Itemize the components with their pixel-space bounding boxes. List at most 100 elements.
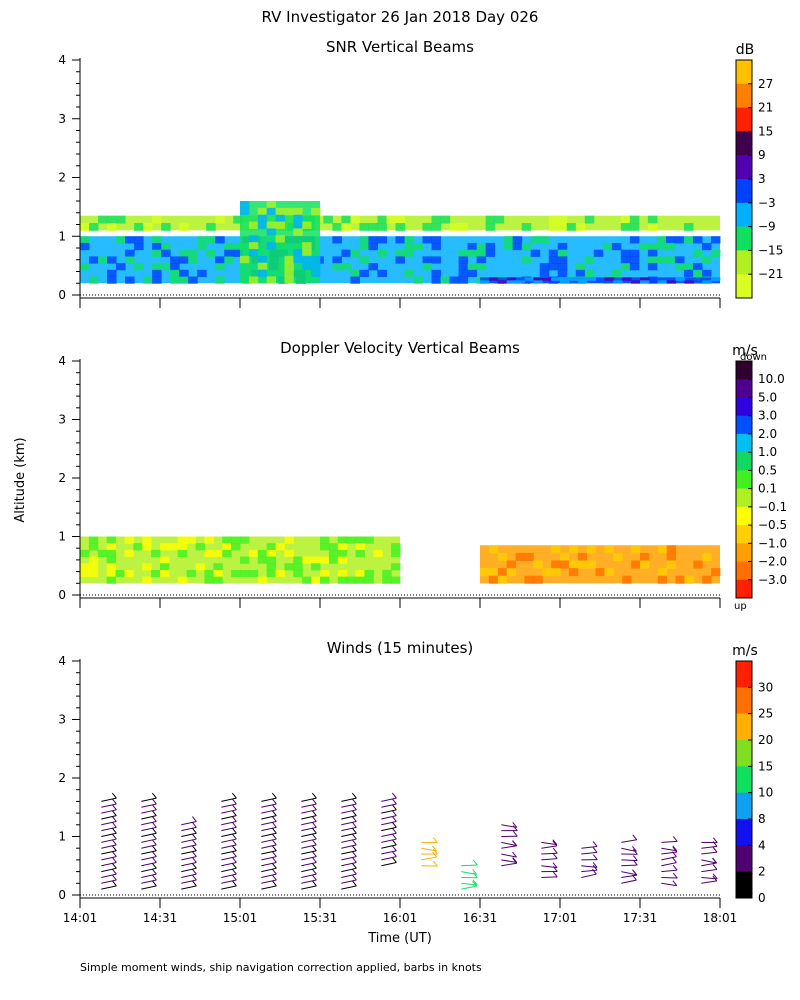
echo-cell [275,569,285,578]
echo-cell [222,536,232,544]
wind-barb [381,821,397,826]
echo-cell [674,263,685,271]
echo-cell [284,276,294,284]
echo-cell [551,568,561,577]
echo-cell [231,536,241,544]
echo-cell [222,549,232,558]
echo-cell [557,256,568,264]
echo-cell [284,207,294,216]
colorbar-swatch [736,415,752,435]
wind-barb [101,867,117,873]
wind-barb-feather [712,837,718,843]
echo-cell [568,277,579,281]
y-tick-label: 4 [58,654,66,668]
echo-cell [328,549,339,558]
footer-note: Simple moment winds, ship navigation cor… [80,961,482,974]
wind-barb-feather [391,833,397,840]
wind-barb-feather [432,837,438,843]
echo-cell [233,242,243,251]
echo-cell [293,214,303,223]
wind-barb [501,862,517,867]
echo-cell [702,280,712,284]
wind-barb [701,851,718,855]
echo-cell [248,242,259,250]
wind-barb-feather [391,857,397,863]
echo-cell [215,236,225,244]
wind-barb-feather [311,798,317,805]
colorbar-swatch [736,579,752,599]
wind-barb [141,885,157,890]
wind-barb [101,879,117,884]
echo-cell [142,543,152,551]
wind-barb [221,856,237,861]
wind-barb-feather [351,798,357,805]
echo-cell [485,242,496,251]
echo-cell [350,276,360,284]
echo-cell [368,236,378,244]
echo-cell [584,215,595,224]
echo-cell [106,549,117,558]
echo-cell [337,576,348,584]
colorbar-label: 3.0 [758,409,777,423]
echo-cell [143,223,153,231]
wind-barb [181,861,197,867]
echo-cell [88,569,99,578]
echo-cell [320,556,330,564]
echo-cell [152,236,162,244]
wind-barb-feather [391,792,397,799]
echo-cell [350,269,360,278]
wind-barb [581,869,598,873]
wind-barb-feather [231,827,237,834]
echo-cell [551,545,561,554]
y-tick-label: 1 [58,530,66,544]
wind-barb-feather [191,845,197,852]
wind-barb [301,821,317,826]
echo-cell [231,543,241,551]
echo-cell [467,263,478,271]
colorbar-swatch [736,871,752,899]
wind-barb [101,861,117,867]
echo-cell [503,236,514,244]
echo-cell [143,276,153,284]
echo-cell [206,236,216,244]
echo-cell [382,569,392,578]
echo-cell [604,568,614,577]
wind-barb-feather [111,816,117,822]
y-tick-label: 0 [58,888,66,902]
wind-barb [221,838,237,843]
echo-cell [548,223,559,231]
wind-barb-feather [351,804,357,811]
wind-barb [261,809,277,814]
echo-cell [257,549,268,558]
wind-barb [261,856,277,861]
wind-profile [181,816,197,890]
wind-barb-feather [391,822,397,828]
wind-barb [661,869,678,873]
echo-cell [458,263,469,271]
echo-cell [431,256,442,264]
colorbar-swatch [736,792,752,820]
wind-barb [221,821,237,826]
wind-barb-feather [231,792,237,799]
echo-cell [568,545,579,554]
wind-barb-feather [632,848,638,855]
colorbar-label: −3 [758,196,776,210]
echo-cell [613,552,623,561]
wind-barb-feather [391,816,397,822]
echo-cell [204,549,214,558]
echo-cell [179,256,189,264]
wind-barb [621,839,637,843]
colorbar-label: 15 [758,124,773,138]
echo-cell [657,568,668,577]
plot-content [80,536,721,584]
echo-cell [359,256,369,264]
colorbar-swatch [736,488,752,508]
echo-cell [683,269,694,278]
wind-barb-feather [552,853,558,859]
echo-cell [170,276,180,284]
wind-barb-feather [191,833,197,840]
wind-barb-feather [111,839,117,846]
echo-cell [431,223,442,231]
x-tick-label: 17:31 [623,911,658,925]
echo-cell [431,269,442,278]
